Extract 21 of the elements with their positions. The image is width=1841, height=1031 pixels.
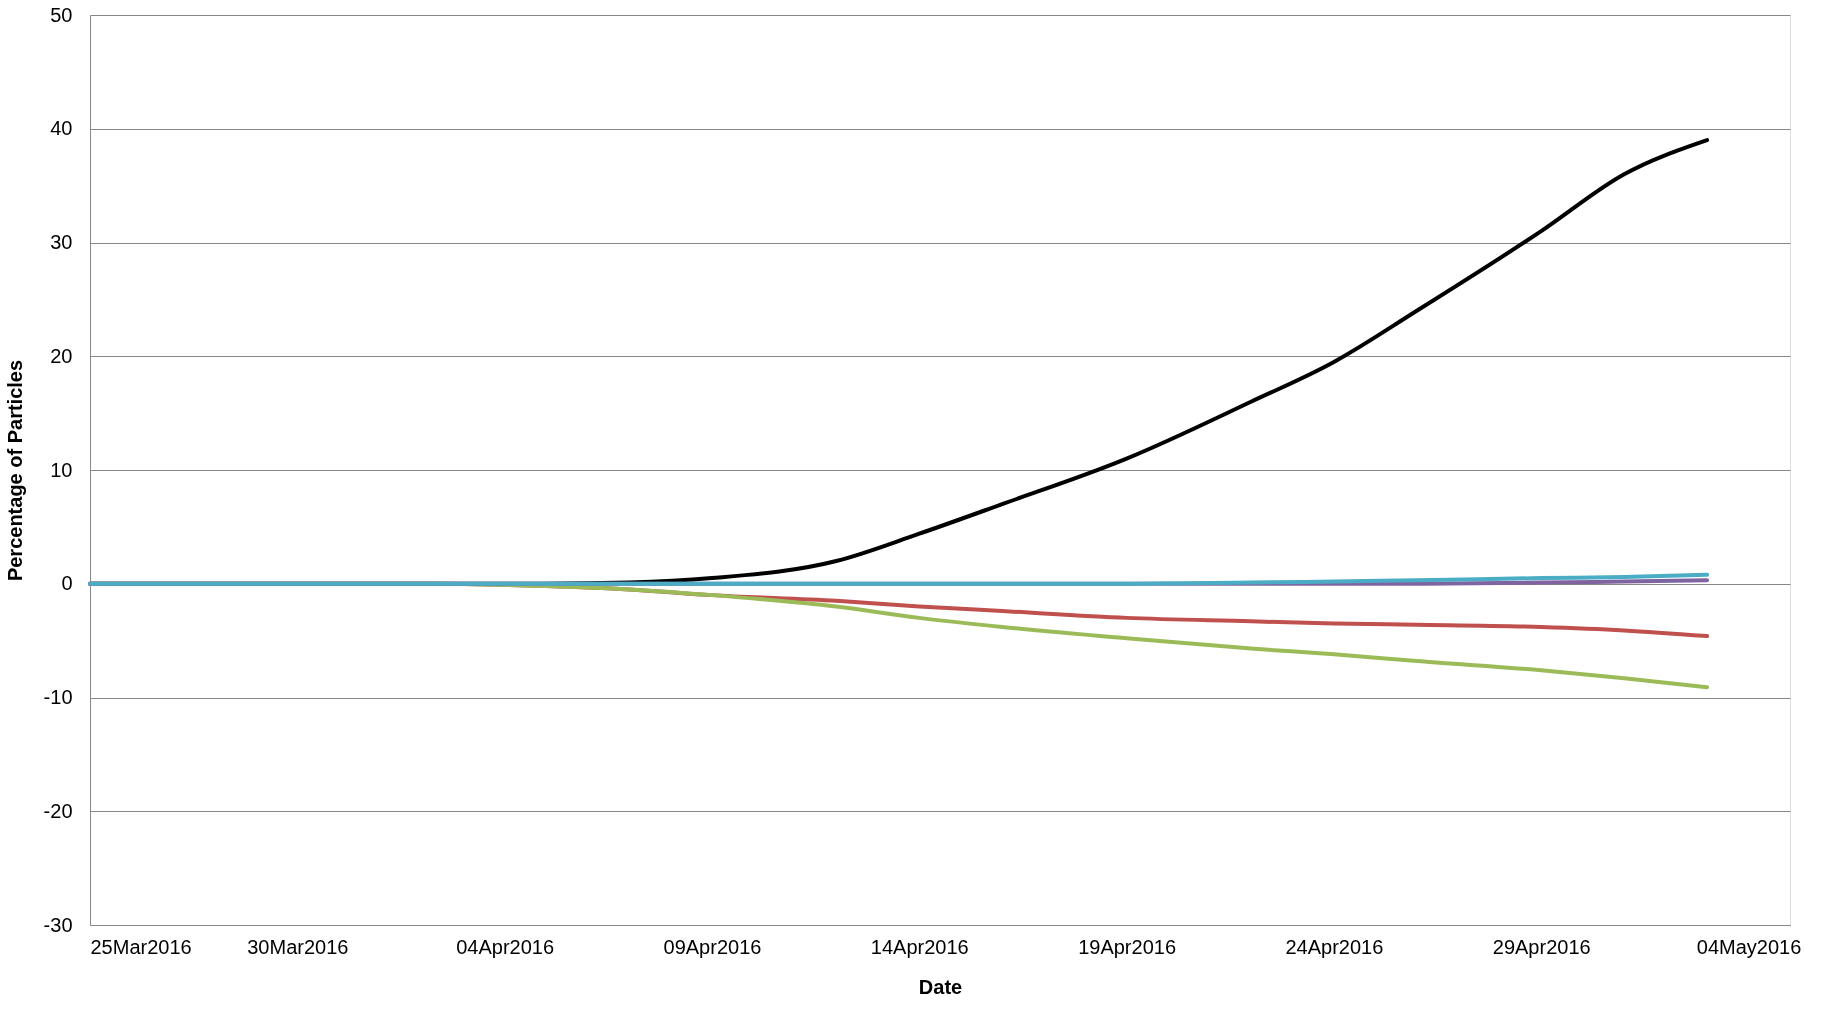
x-tick-label: 04Apr2016 — [456, 935, 555, 958]
y-tick-label: 50 — [50, 3, 73, 26]
y-tick-label: -10 — [43, 686, 73, 708]
x-tick-label: 30Mar2016 — [247, 935, 349, 958]
x-tick-label: 19Apr2016 — [1078, 935, 1177, 958]
y-tick-label: 40 — [50, 117, 73, 140]
y-tick-label: 0 — [61, 572, 73, 595]
line-series — [88, 572, 1710, 586]
x-tick-label: 04May2016 — [1696, 935, 1802, 958]
x-axis-title: Date — [918, 975, 963, 998]
x-tick-label: 14Apr2016 — [870, 935, 969, 958]
y-axis-title: Percentage of Particles — [3, 359, 26, 582]
x-tick-label: 29Apr2016 — [1492, 935, 1591, 958]
x-tick-label: 24Apr2016 — [1285, 935, 1384, 958]
x-tick-label: 09Apr2016 — [663, 935, 762, 958]
y-tick-label: 10 — [50, 458, 73, 481]
y-tick-label: -30 — [43, 913, 73, 936]
y-tick-label: 20 — [50, 344, 73, 367]
y-tick-label: -20 — [43, 799, 73, 822]
x-tick-label: 25Mar2016 — [90, 935, 192, 958]
y-tick-label: 30 — [50, 231, 73, 253]
